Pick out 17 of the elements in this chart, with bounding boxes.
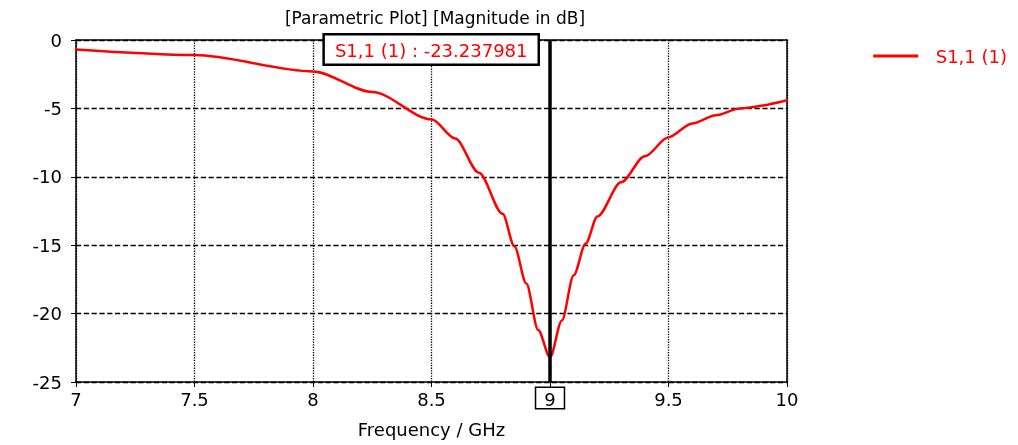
y-tick-label: -20: [32, 303, 62, 325]
x-tick-label: 10: [775, 388, 799, 410]
ref-line-label: 9: [544, 388, 556, 410]
y-tick-label: -5: [44, 97, 62, 119]
y-tick-label: -10: [32, 166, 62, 188]
x-tick-label: 8.5: [417, 388, 446, 410]
y-tick-label: -25: [32, 371, 62, 393]
annotation: S1,1 (1) : -23.237981: [334, 40, 528, 61]
x-tick-label: 7.5: [180, 388, 209, 410]
x-axis-title: Frequency / GHz: [357, 418, 506, 440]
x-tick-label: 8: [307, 388, 319, 410]
x-tick-label: 9.5: [654, 388, 683, 410]
legend-label: S1,1 (1): [935, 45, 1008, 67]
y-tick-label: 0: [50, 29, 62, 51]
y-tick-label: -15: [32, 234, 62, 256]
chart-title: [Parametric Plot] [Magnitude in dB]: [284, 7, 586, 28]
x-tick-label: 7: [70, 388, 82, 410]
